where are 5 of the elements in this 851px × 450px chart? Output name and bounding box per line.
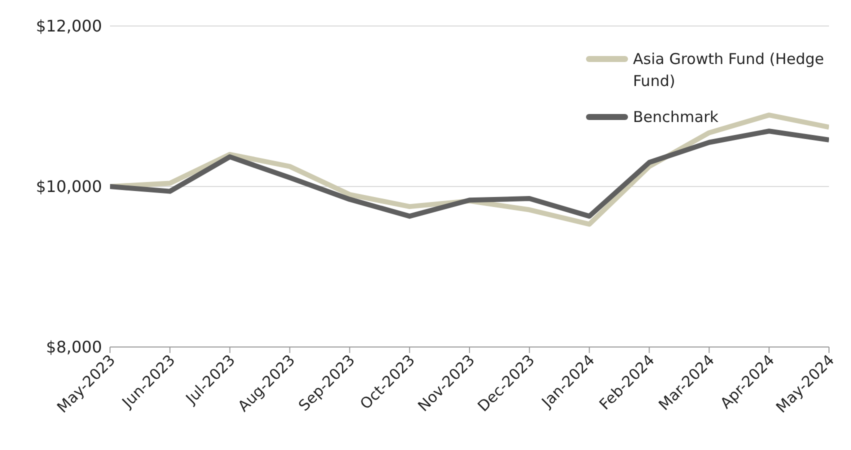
- legend-label: Benchmark: [633, 107, 720, 128]
- y-tick-label: $10,000: [36, 177, 102, 196]
- legend-label: Asia Growth Fund (Hedge Fund): [633, 49, 826, 92]
- y-tick-label: $8,000: [46, 338, 102, 357]
- y-tick-label: $12,000: [36, 16, 102, 36]
